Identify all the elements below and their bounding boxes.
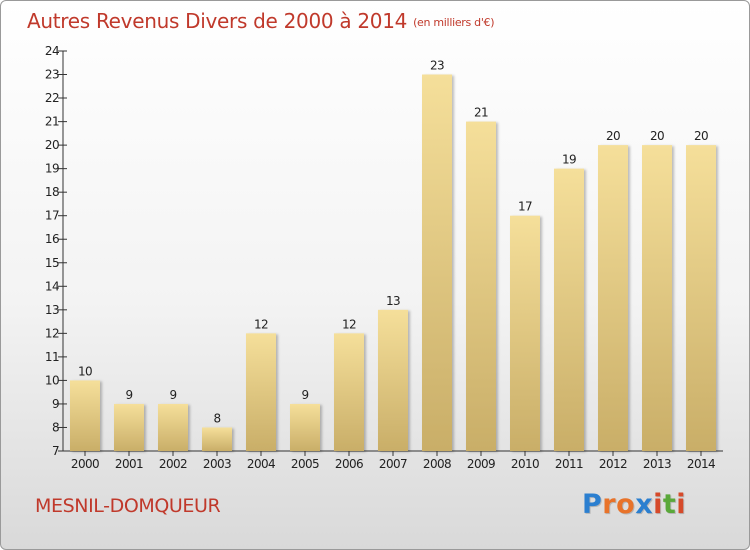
bar xyxy=(466,121,496,452)
chart-title: Autres Revenus Divers de 2000 à 2014 (en … xyxy=(27,9,495,33)
x-tick-label: 2013 xyxy=(643,457,671,471)
commune-name: MESNIL-DOMQUEUR xyxy=(35,495,221,517)
bar xyxy=(642,145,672,451)
logo-letter: P xyxy=(582,489,603,520)
x-tick-label: 2000 xyxy=(71,457,99,471)
x-tick-label: 2012 xyxy=(599,457,627,471)
y-tick-label: 24 xyxy=(45,44,59,58)
bar xyxy=(202,427,232,451)
logo-letter: r xyxy=(602,489,617,520)
bar-value-label: 19 xyxy=(562,153,576,167)
y-tick-label: 12 xyxy=(45,326,59,340)
bar-value-label: 20 xyxy=(650,129,664,143)
logo-letter: i xyxy=(676,489,687,520)
x-tick-label: 2014 xyxy=(687,457,715,471)
bar xyxy=(114,403,144,451)
x-tick-label: 2009 xyxy=(467,457,495,471)
bar xyxy=(598,145,628,451)
bar xyxy=(510,215,540,451)
y-tick-label: 18 xyxy=(45,185,59,199)
bar xyxy=(378,309,408,451)
bar-value-label: 9 xyxy=(301,388,308,402)
logo-letter: o xyxy=(616,489,636,520)
bar-value-label: 13 xyxy=(386,294,400,308)
logo-letter: i xyxy=(653,489,663,520)
y-tick-label: 22 xyxy=(45,91,59,105)
x-tick-label: 2002 xyxy=(159,457,187,471)
bar-value-label: 12 xyxy=(254,317,268,331)
x-tick-label: 2008 xyxy=(423,457,451,471)
y-tick-label: 21 xyxy=(45,115,59,129)
x-tick-label: 2011 xyxy=(555,457,583,471)
x-tick-label: 2010 xyxy=(511,457,539,471)
bar xyxy=(686,145,716,451)
y-tick-label: 20 xyxy=(45,138,59,152)
logo-letter: x xyxy=(635,489,654,520)
y-tick-label: 15 xyxy=(45,256,59,270)
proxiti-logo: Proxiti xyxy=(582,489,686,520)
x-tick-label: 2007 xyxy=(379,457,407,471)
bar-value-label: 9 xyxy=(125,388,132,402)
chart-title-text: Autres Revenus Divers de 2000 à 2014 xyxy=(27,9,408,33)
y-tick-label: 10 xyxy=(45,373,59,387)
x-tick-label: 2003 xyxy=(203,457,231,471)
bar xyxy=(70,380,100,451)
bar-value-label: 10 xyxy=(78,364,92,378)
x-tick-label: 2001 xyxy=(115,457,143,471)
bar xyxy=(554,168,584,451)
bar-value-label: 17 xyxy=(518,200,532,214)
y-tick-label: 23 xyxy=(45,68,59,82)
x-tick-label: 2005 xyxy=(291,457,319,471)
x-tick-label: 2004 xyxy=(247,457,275,471)
chart-subtitle: (en milliers d'€) xyxy=(413,16,495,29)
bar xyxy=(334,333,364,451)
y-tick-label: 17 xyxy=(45,209,59,223)
bar-value-label: 20 xyxy=(694,129,708,143)
bar-value-label: 8 xyxy=(213,411,220,425)
bar xyxy=(422,74,452,451)
bar xyxy=(246,333,276,451)
bar-value-label: 9 xyxy=(169,388,176,402)
y-tick-label: 14 xyxy=(45,279,59,293)
y-tick-label: 9 xyxy=(52,397,59,411)
bar xyxy=(158,403,188,451)
y-tick-label: 7 xyxy=(52,444,59,458)
bar-value-label: 12 xyxy=(342,317,356,331)
y-tick-label: 8 xyxy=(52,420,59,434)
bar xyxy=(290,403,320,451)
bar-value-label: 23 xyxy=(430,59,444,73)
bar-value-label: 21 xyxy=(474,106,488,120)
y-tick-label: 19 xyxy=(45,162,59,176)
bar-value-label: 20 xyxy=(606,129,620,143)
y-tick-label: 16 xyxy=(45,232,59,246)
x-tick-label: 2006 xyxy=(335,457,363,471)
logo-letter: t xyxy=(662,489,677,520)
y-tick-label: 11 xyxy=(45,350,59,364)
y-tick-label: 13 xyxy=(45,303,59,317)
